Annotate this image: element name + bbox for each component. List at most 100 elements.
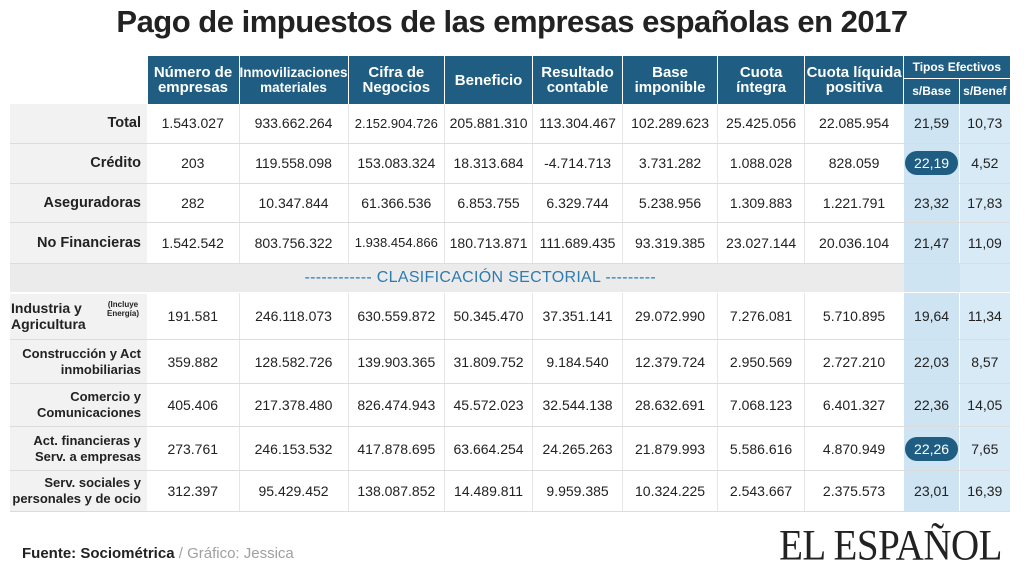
section-blank-base: [903, 263, 960, 293]
table-cell: 246.118.073: [238, 292, 349, 340]
table-cell: 138.087.852: [347, 470, 445, 512]
table-cell-sbenef: 7,65: [959, 426, 1010, 471]
table-cell: 273.761: [147, 426, 239, 471]
header-resultado-contable: Resultado contable: [532, 56, 623, 104]
table-cell: 128.582.726: [238, 339, 349, 384]
table-cell-sbase: 23,01: [903, 470, 960, 512]
table-row: Aseguradoras 282 10.347.844 61.366.536 6…: [10, 183, 1010, 223]
table-cell: 24.265.263: [532, 426, 623, 471]
footer-separator: /: [174, 545, 188, 562]
table-row: Crédito 203 119.558.098 153.083.324 18.3…: [10, 143, 1010, 184]
table-cell: 21.879.993: [622, 426, 718, 471]
table-cell-sbase: 19,64: [903, 292, 960, 340]
table-cell: 93.319.385: [622, 222, 718, 264]
row-label-text: Industria y Agricultura: [11, 300, 86, 333]
row-label: Serv. sociales y personales y de ocio: [10, 470, 147, 512]
header-beneficio: Beneficio: [444, 56, 533, 104]
header-tipos-efectivos: Tipos Efectivos: [903, 56, 1010, 79]
footer: Fuente: Sociométrica / Gráfico: Jessica: [22, 545, 294, 562]
table-cell: 2.950.569: [717, 339, 805, 384]
header-cifra-negocios: Cifra de Negocios: [347, 56, 445, 104]
section-blank: [10, 263, 147, 294]
table-cell: 630.559.872: [347, 292, 445, 340]
table-cell: 31.809.752: [444, 339, 533, 384]
table-cell: 139.903.365: [347, 339, 445, 384]
table-cell: 417.878.695: [347, 426, 445, 471]
table-cell-sbase: 22,36: [903, 383, 960, 427]
table-row: No Financieras 1.542.542 803.756.322 1.9…: [10, 222, 1010, 264]
table-cell: 1.542.542: [147, 222, 239, 264]
table-cell: 6.853.755: [444, 183, 533, 223]
table-row: Comercio y Comunicaciones 405.406 217.37…: [10, 383, 1010, 427]
tax-table: Número de empresas Inmovilizaciones mate…: [10, 56, 1010, 512]
table-cell-sbase: 22,26: [903, 426, 960, 471]
table-cell-sbase: 22,03: [903, 339, 960, 384]
header-base-imponible: Base imponible: [622, 56, 718, 104]
table-cell: 20.036.104: [804, 222, 904, 264]
table-cell: 45.572.023: [444, 383, 533, 427]
table-cell: 1.309.883: [717, 183, 805, 223]
row-label: Industria y Agricultura (Incluye Energía…: [10, 292, 147, 340]
header-cuota-integra: Cuota íntegra: [717, 56, 805, 104]
table-cell: 113.304.467: [532, 104, 623, 144]
table-cell: 95.429.452: [238, 470, 349, 512]
table-cell: 119.558.098: [238, 143, 349, 184]
table-cell: 1.088.028: [717, 143, 805, 184]
table-cell: 217.378.480: [238, 383, 349, 427]
table-cell: 191.581: [147, 292, 239, 340]
table-cell: 5.238.956: [622, 183, 718, 223]
section-divider: ------------ CLASIFICACIÓN SECTORIAL ---…: [10, 263, 1010, 294]
header-s-benef: s/Benef: [959, 78, 1010, 104]
table-cell-sbenef: 17,83: [959, 183, 1010, 223]
table-cell-sbenef: 14,05: [959, 383, 1010, 427]
table-cell: 25.425.056: [717, 104, 805, 144]
table-cell: 7.276.081: [717, 292, 805, 340]
table-cell: 7.068.123: [717, 383, 805, 427]
table-cell: 9.959.385: [532, 470, 623, 512]
table-cell: 2.375.573: [804, 470, 904, 512]
table-cell: 282: [147, 183, 239, 223]
row-label: Construcción y Act inmobiliarias: [10, 339, 147, 384]
row-label: No Financieras: [10, 222, 147, 264]
table-cell-sbenef: 8,57: [959, 339, 1010, 384]
table-cell: 4.870.949: [804, 426, 904, 471]
table-cell: 828.059: [804, 143, 904, 184]
section-label: ------------ CLASIFICACIÓN SECTORIAL ---…: [147, 263, 904, 293]
row-label: Aseguradoras: [10, 183, 147, 223]
footer-source: Fuente: Sociométrica: [22, 545, 175, 562]
table-cell: 803.756.322: [238, 222, 349, 264]
table-cell: 10.324.225: [622, 470, 718, 512]
table-cell: 933.662.264: [238, 104, 349, 144]
header-blank: [10, 56, 147, 104]
table-row: Serv. sociales y personales y de ocio 31…: [10, 470, 1010, 512]
header-numero-empresas: Número de empresas: [146, 56, 239, 104]
table-cell: 6.329.744: [532, 183, 623, 223]
table-cell: 61.366.536: [347, 183, 445, 223]
table-cell: 14.489.811: [444, 470, 533, 512]
table-cell: 405.406: [147, 383, 239, 427]
table-cell: 180.713.871: [444, 222, 533, 264]
table-cell: 246.153.532: [238, 426, 349, 471]
table-cell: 12.379.724: [622, 339, 718, 384]
table-cell: 3.731.282: [622, 143, 718, 184]
highlight-pill: 22,26: [905, 436, 959, 461]
table-cell: 359.882: [147, 339, 239, 384]
table-cell: 312.397: [147, 470, 239, 512]
table-cell: 10.347.844: [238, 183, 349, 223]
table-cell: 37.351.141: [532, 292, 623, 340]
table-row: Industria y Agricultura (Incluye Energía…: [10, 292, 1010, 340]
table-cell-sbenef: 16,39: [959, 470, 1010, 512]
table-cell: 32.544.138: [532, 383, 623, 427]
table-cell: 1.221.791: [804, 183, 904, 223]
table-cell: 102.289.623: [622, 104, 718, 144]
table-cell: 6.401.327: [804, 383, 904, 427]
table-cell: 2.543.667: [717, 470, 805, 512]
table-row: Construcción y Act inmobiliarias 359.882…: [10, 339, 1010, 384]
header-inmovilizaciones: Inmovilizaciones materiales: [238, 56, 349, 104]
table-cell: 2.727.210: [804, 339, 904, 384]
table-cell-sbase: 21,59: [903, 104, 960, 144]
header-s-base: s/Base: [903, 78, 960, 104]
table-cell: 18.313.684: [444, 143, 533, 184]
table-cell-sbenef: 10,73: [959, 104, 1010, 144]
table-cell: 5.710.895: [804, 292, 904, 340]
